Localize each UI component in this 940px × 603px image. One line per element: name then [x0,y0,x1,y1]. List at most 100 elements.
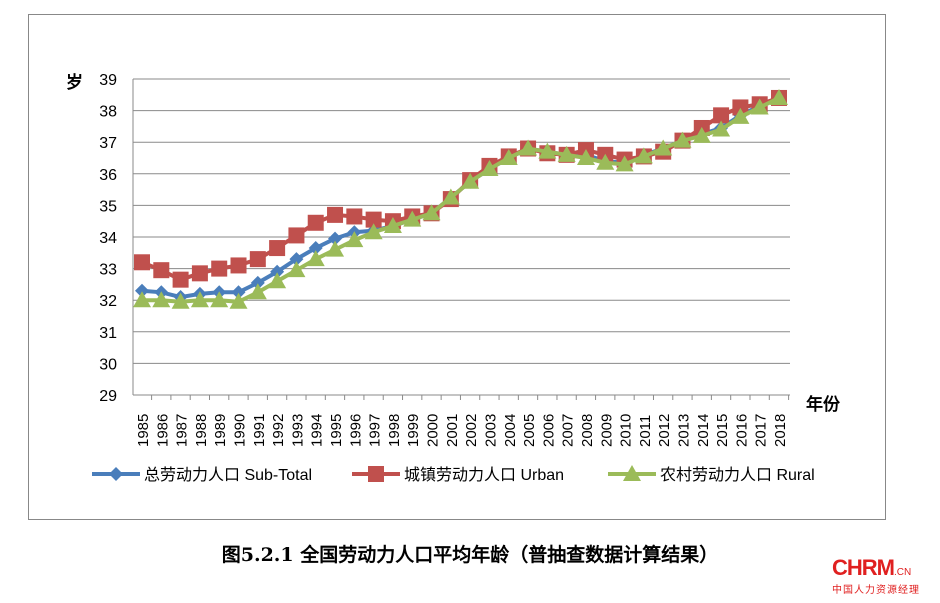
data-point [191,265,208,282]
legend-marker [623,465,641,481]
data-point [519,139,538,156]
legend-label: 城镇劳动力人口 Urban [404,466,564,484]
x-tick-label: 2018 [772,414,789,447]
x-tick-label: 2003 [482,414,499,447]
data-point [596,153,615,170]
data-point [365,211,382,228]
x-tick-label: 1999 [405,414,422,447]
data-point [634,147,653,164]
data-point [133,291,151,308]
data-point [249,251,266,268]
legend-entry: 城镇劳动力人口 Urban [352,466,564,484]
data-point [172,271,189,288]
x-tick-label: 2014 [695,414,712,447]
x-tick-label: 1991 [251,414,268,447]
x-tick-label: 1988 [193,414,210,447]
x-tick-label: 2005 [521,414,538,447]
x-tick-label: 2017 [753,414,770,447]
data-point [287,261,306,278]
y-axis-label: 岁 [66,72,83,92]
data-point [269,240,286,257]
chart-frame [28,14,886,520]
legend-entry: 农村劳动力人口 Rural [608,465,815,484]
data-point [153,262,170,279]
y-tick-label: 37 [99,135,117,152]
data-point [654,139,673,156]
y-tick-label: 32 [99,293,117,310]
data-point [499,149,518,165]
data-point [152,291,171,308]
data-point [135,283,149,298]
data-point [441,188,460,205]
y-tick-label: 35 [99,198,117,215]
data-point [692,126,711,143]
legend-marker [368,466,384,482]
data-point [383,216,402,233]
data-point [134,254,150,271]
data-point [731,107,750,124]
data-point [673,131,692,148]
x-tick-label: 2016 [733,414,750,447]
data-point [288,227,305,244]
data-point [231,285,246,300]
x-tick-label: 2011 [637,415,654,447]
chrm-logo: CHRM.CN 中国人力资源经理 [832,555,937,596]
x-tick-label: 1986 [154,414,171,447]
data-point [461,172,480,189]
data-point [229,292,248,309]
data-point [327,206,344,223]
data-point [171,292,190,309]
x-tick-label: 1993 [289,414,306,447]
data-point [328,231,343,246]
x-tick-label: 2004 [502,414,519,447]
x-tick-label: 1997 [367,414,384,447]
data-point [403,210,422,227]
logo-sub: 中国人力资源经理 [832,585,920,596]
data-point [248,283,267,300]
data-point [345,231,364,248]
y-tick-label: 29 [99,388,117,405]
legend-label: 总劳动力人口 Sub-Total [144,466,312,484]
x-tick-label: 2012 [656,414,673,447]
logo-cn: .CN [894,567,912,578]
x-tick-label: 2008 [579,414,596,447]
logo-main: CHRM [832,555,895,580]
data-point [289,252,304,267]
x-tick-label: 2009 [598,414,615,447]
data-point [268,272,287,289]
data-point [326,240,345,257]
x-tick-label: 1994 [309,414,326,447]
data-point [230,257,247,274]
x-tick-label: 2013 [675,414,692,447]
y-tick-label: 33 [99,262,117,279]
x-tick-label: 2007 [560,414,577,447]
data-point [576,149,595,165]
x-tick-label: 2002 [463,414,480,447]
data-point [615,155,634,172]
legend-marker [109,467,123,481]
x-tick-label: 1998 [386,414,403,447]
x-tick-label: 1987 [174,414,191,447]
x-tick-label: 2001 [444,414,461,447]
x-tick-label: 2000 [425,414,442,447]
data-point [190,291,209,308]
data-point [750,98,769,115]
data-point [712,120,731,137]
series-triangle [133,88,788,309]
data-point [250,275,265,290]
x-tick-label: 1989 [212,414,229,447]
data-point [270,264,285,279]
x-axis-label: 年份 [806,394,841,414]
legend-entry: 总劳动力人口 Sub-Total [92,466,312,484]
y-tick-label: 34 [99,230,117,247]
data-point [211,260,228,277]
series-line [142,96,780,304]
y-tick-label: 30 [99,356,117,373]
chart-caption: 图5.2.1 全国劳动力人口平均年龄（普抽查数据计算结果） [221,544,719,566]
data-point [557,145,576,162]
x-tick-label: 2006 [540,414,557,447]
data-point [308,241,323,256]
data-point [210,291,229,308]
x-tick-label: 1992 [270,414,287,447]
